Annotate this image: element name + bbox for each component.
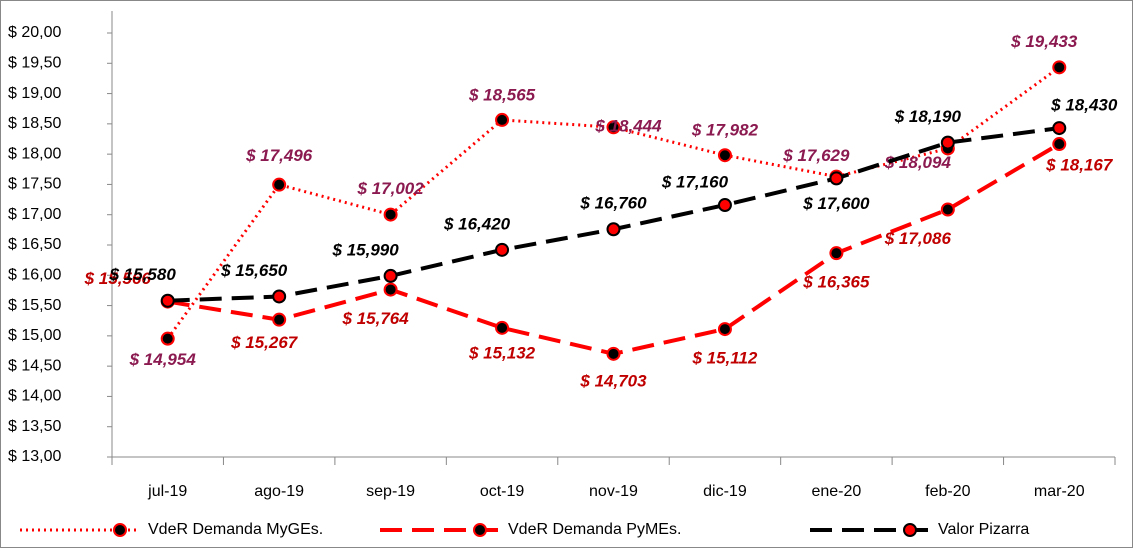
y-tick-label: $ 17,50: [8, 176, 61, 193]
legend-label: VdeR Demanda MyGEs.: [148, 521, 323, 538]
x-tick-label: oct-19: [480, 483, 525, 500]
data-point: [1052, 137, 1067, 152]
data-label: $ 15,580: [109, 265, 177, 284]
data-point: [829, 246, 844, 261]
data-point: [495, 112, 510, 127]
y-tick-label: $ 18,00: [8, 145, 61, 162]
data-label: $ 17,600: [802, 194, 870, 213]
x-tick-label: dic-19: [703, 483, 747, 500]
data-label: $ 17,160: [661, 173, 729, 192]
data-label: $ 17,629: [782, 146, 850, 165]
data-point: [272, 177, 287, 192]
data-point: [717, 148, 732, 163]
legend-marker: [903, 523, 917, 537]
y-tick-label: $ 16,50: [8, 236, 61, 253]
data-label: $ 18,167: [1045, 156, 1114, 175]
data-point: [495, 242, 510, 257]
data-label: $ 17,496: [245, 146, 313, 165]
data-label: $ 15,990: [332, 240, 400, 259]
data-point: [717, 322, 732, 337]
data-label: $ 15,132: [468, 343, 536, 362]
legend-marker: [473, 523, 487, 537]
series-line: [166, 66, 1061, 340]
data-point: [272, 289, 287, 304]
y-tick-label: $ 14,00: [8, 388, 61, 405]
y-tick-label: $ 20,00: [8, 24, 61, 41]
data-label: $ 15,650: [220, 261, 288, 280]
data-label: $ 18,094: [884, 153, 952, 172]
data-point: [383, 207, 398, 222]
data-point: [495, 320, 510, 335]
data-point: [272, 312, 287, 327]
data-label: $ 16,420: [443, 214, 511, 233]
data-point: [717, 198, 732, 213]
data-label: $ 15,112: [691, 349, 757, 368]
data-label: $ 18,565: [468, 85, 536, 104]
x-tick-label: sep-19: [366, 483, 415, 500]
data-label: $ 15,267: [230, 333, 299, 352]
data-point: [606, 222, 621, 237]
data-label: $ 17,982: [691, 121, 759, 140]
legend-label: Valor Pizarra: [938, 521, 1029, 538]
data-point: [160, 293, 175, 308]
data-label: $ 18,190: [894, 107, 962, 126]
data-point: [829, 171, 844, 186]
y-tick-label: $ 16,00: [8, 267, 61, 284]
legend-label: VdeR Demanda PyMEs.: [508, 521, 681, 538]
data-point: [383, 268, 398, 283]
data-label: $ 14,954: [129, 350, 197, 369]
data-label: $ 14,703: [579, 371, 647, 390]
y-tick-label: $ 19,50: [8, 55, 61, 72]
data-label: $ 17,086: [884, 229, 952, 248]
y-tick-label: $ 13,50: [8, 418, 61, 435]
data-label: $ 16,760: [579, 194, 647, 213]
data-label: $ 18,444: [594, 117, 662, 136]
x-tick-label: ago-19: [254, 483, 304, 500]
x-tick-label: ene-20: [811, 483, 861, 500]
y-tick-label: $ 18,50: [8, 115, 61, 132]
y-tick-label: $ 14,50: [8, 357, 61, 374]
data-label: $ 15,764: [342, 309, 410, 328]
data-point: [160, 331, 175, 346]
data-point: [383, 282, 398, 297]
data-point: [1052, 121, 1067, 136]
x-tick-label: mar-20: [1034, 483, 1085, 500]
y-tick-label: $ 15,00: [8, 327, 61, 344]
data-point: [606, 120, 621, 135]
x-tick-label: nov-19: [589, 483, 638, 500]
y-tick-label: $ 13,00: [8, 448, 61, 465]
data-label: $ 15,566: [84, 269, 152, 288]
data-label: $ 17,002: [357, 179, 425, 198]
y-tick-label: $ 15,50: [8, 297, 61, 314]
data-label: $ 19,433: [1010, 32, 1078, 51]
data-point: [606, 346, 621, 361]
legend-marker: [113, 523, 127, 537]
y-tick-label: $ 17,00: [8, 206, 61, 223]
x-tick-label: feb-20: [925, 483, 970, 500]
y-tick-label: $ 19,00: [8, 85, 61, 102]
data-label: $ 16,365: [802, 273, 870, 292]
data-label: $ 18,430: [1050, 96, 1118, 115]
data-point: [1052, 60, 1067, 75]
data-point: [940, 202, 955, 217]
data-point: [940, 135, 955, 150]
x-tick-label: jul-19: [147, 483, 187, 500]
